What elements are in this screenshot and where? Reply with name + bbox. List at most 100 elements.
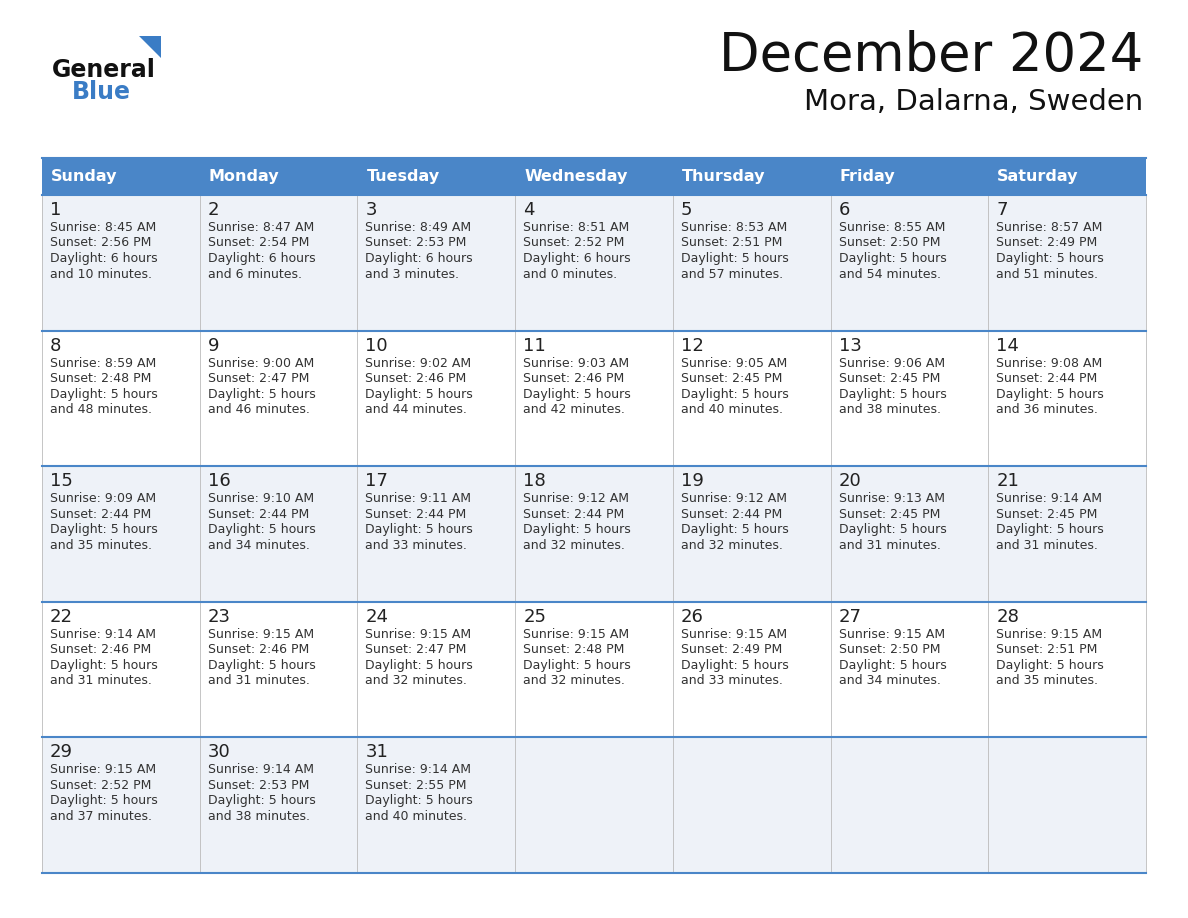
Text: and 32 minutes.: and 32 minutes. (681, 539, 783, 552)
Text: and 35 minutes.: and 35 minutes. (997, 675, 1098, 688)
Text: Daylight: 5 hours: Daylight: 5 hours (50, 659, 158, 672)
Text: 2: 2 (208, 201, 220, 219)
Text: Sunset: 2:54 PM: Sunset: 2:54 PM (208, 237, 309, 250)
Text: 10: 10 (366, 337, 388, 354)
Text: 22: 22 (50, 608, 72, 626)
Text: Sunrise: 9:15 AM: Sunrise: 9:15 AM (839, 628, 944, 641)
Text: Daylight: 5 hours: Daylight: 5 hours (50, 794, 158, 808)
Text: Sunrise: 9:13 AM: Sunrise: 9:13 AM (839, 492, 944, 505)
Text: Sunrise: 9:09 AM: Sunrise: 9:09 AM (50, 492, 156, 505)
Text: 14: 14 (997, 337, 1019, 354)
Text: Sunset: 2:53 PM: Sunset: 2:53 PM (208, 778, 309, 792)
Text: Sunrise: 9:11 AM: Sunrise: 9:11 AM (366, 492, 472, 505)
Text: Daylight: 5 hours: Daylight: 5 hours (208, 387, 316, 400)
Text: Daylight: 5 hours: Daylight: 5 hours (50, 387, 158, 400)
Text: 19: 19 (681, 472, 703, 490)
Text: Daylight: 5 hours: Daylight: 5 hours (523, 523, 631, 536)
Text: Sunrise: 8:45 AM: Sunrise: 8:45 AM (50, 221, 157, 234)
Bar (42, 330, 1146, 466)
Text: 5: 5 (681, 201, 693, 219)
Text: Sunset: 2:45 PM: Sunset: 2:45 PM (997, 508, 1098, 521)
Text: Sunset: 2:47 PM: Sunset: 2:47 PM (366, 644, 467, 656)
Text: Sunrise: 8:59 AM: Sunrise: 8:59 AM (50, 356, 157, 370)
Text: and 33 minutes.: and 33 minutes. (681, 675, 783, 688)
Text: Daylight: 5 hours: Daylight: 5 hours (208, 523, 316, 536)
Text: Sunset: 2:48 PM: Sunset: 2:48 PM (523, 644, 625, 656)
Polygon shape (139, 36, 162, 58)
Text: Sunset: 2:44 PM: Sunset: 2:44 PM (208, 508, 309, 521)
Text: and 31 minutes.: and 31 minutes. (997, 539, 1098, 552)
Text: Daylight: 5 hours: Daylight: 5 hours (997, 252, 1104, 265)
Text: Mora, Dalarna, Sweden: Mora, Dalarna, Sweden (804, 88, 1143, 116)
Text: Friday: Friday (840, 169, 896, 184)
Text: 23: 23 (208, 608, 230, 626)
Text: Sunrise: 9:14 AM: Sunrise: 9:14 AM (50, 628, 156, 641)
Text: and 10 minutes.: and 10 minutes. (50, 267, 152, 281)
Text: Sunset: 2:44 PM: Sunset: 2:44 PM (997, 372, 1098, 385)
Text: 7: 7 (997, 201, 1007, 219)
Text: 1: 1 (50, 201, 62, 219)
Text: Sunset: 2:53 PM: Sunset: 2:53 PM (366, 237, 467, 250)
Text: and 37 minutes.: and 37 minutes. (50, 810, 152, 823)
Bar (42, 158, 1146, 195)
Text: Sunrise: 8:53 AM: Sunrise: 8:53 AM (681, 221, 788, 234)
Text: Sunrise: 8:49 AM: Sunrise: 8:49 AM (366, 221, 472, 234)
Text: 17: 17 (366, 472, 388, 490)
Text: Sunset: 2:49 PM: Sunset: 2:49 PM (997, 237, 1098, 250)
Text: Sunset: 2:52 PM: Sunset: 2:52 PM (50, 778, 151, 792)
Text: Sunset: 2:44 PM: Sunset: 2:44 PM (523, 508, 625, 521)
Text: Daylight: 5 hours: Daylight: 5 hours (681, 387, 789, 400)
Text: Daylight: 5 hours: Daylight: 5 hours (997, 659, 1104, 672)
Text: Daylight: 5 hours: Daylight: 5 hours (839, 252, 947, 265)
Text: and 32 minutes.: and 32 minutes. (523, 539, 625, 552)
Bar (42, 466, 1146, 602)
Text: 31: 31 (366, 744, 388, 761)
Text: 25: 25 (523, 608, 546, 626)
Text: and 36 minutes.: and 36 minutes. (997, 403, 1098, 416)
Text: Sunset: 2:51 PM: Sunset: 2:51 PM (681, 237, 782, 250)
Text: #111111: #111111 (52, 54, 58, 55)
Text: Sunrise: 9:15 AM: Sunrise: 9:15 AM (50, 764, 156, 777)
Text: 28: 28 (997, 608, 1019, 626)
Text: and 31 minutes.: and 31 minutes. (208, 675, 310, 688)
Text: 18: 18 (523, 472, 546, 490)
Text: and 44 minutes.: and 44 minutes. (366, 403, 467, 416)
Text: and 54 minutes.: and 54 minutes. (839, 267, 941, 281)
Text: Daylight: 5 hours: Daylight: 5 hours (839, 523, 947, 536)
Text: Sunrise: 9:10 AM: Sunrise: 9:10 AM (208, 492, 314, 505)
Text: and 38 minutes.: and 38 minutes. (839, 403, 941, 416)
Text: 4: 4 (523, 201, 535, 219)
Text: Tuesday: Tuesday (366, 169, 440, 184)
Text: Sunset: 2:51 PM: Sunset: 2:51 PM (997, 644, 1098, 656)
Text: and 3 minutes.: and 3 minutes. (366, 267, 460, 281)
Text: 30: 30 (208, 744, 230, 761)
Text: Daylight: 5 hours: Daylight: 5 hours (839, 659, 947, 672)
Text: Daylight: 5 hours: Daylight: 5 hours (208, 659, 316, 672)
Text: Sunset: 2:46 PM: Sunset: 2:46 PM (523, 372, 625, 385)
Text: and 31 minutes.: and 31 minutes. (50, 675, 152, 688)
Text: Daylight: 5 hours: Daylight: 5 hours (366, 659, 473, 672)
Text: 6: 6 (839, 201, 849, 219)
Text: Sunrise: 9:15 AM: Sunrise: 9:15 AM (997, 628, 1102, 641)
Bar (42, 602, 1146, 737)
Text: Daylight: 5 hours: Daylight: 5 hours (366, 523, 473, 536)
Text: and 46 minutes.: and 46 minutes. (208, 403, 310, 416)
Text: Daylight: 5 hours: Daylight: 5 hours (366, 387, 473, 400)
Text: Blue: Blue (72, 80, 131, 104)
Text: and 42 minutes.: and 42 minutes. (523, 403, 625, 416)
Text: Sunset: 2:50 PM: Sunset: 2:50 PM (839, 237, 940, 250)
Text: Sunrise: 9:12 AM: Sunrise: 9:12 AM (681, 492, 786, 505)
Text: and 35 minutes.: and 35 minutes. (50, 539, 152, 552)
Text: and 33 minutes.: and 33 minutes. (366, 539, 467, 552)
Text: Daylight: 5 hours: Daylight: 5 hours (681, 523, 789, 536)
Text: and 34 minutes.: and 34 minutes. (839, 675, 941, 688)
Text: and 0 minutes.: and 0 minutes. (523, 267, 618, 281)
Text: and 48 minutes.: and 48 minutes. (50, 403, 152, 416)
Text: Sunrise: 9:15 AM: Sunrise: 9:15 AM (366, 628, 472, 641)
Text: Daylight: 5 hours: Daylight: 5 hours (997, 387, 1104, 400)
Text: Daylight: 6 hours: Daylight: 6 hours (50, 252, 158, 265)
Text: 20: 20 (839, 472, 861, 490)
Text: Sunrise: 9:12 AM: Sunrise: 9:12 AM (523, 492, 630, 505)
Text: Sunset: 2:48 PM: Sunset: 2:48 PM (50, 372, 151, 385)
Text: General: General (52, 58, 156, 82)
